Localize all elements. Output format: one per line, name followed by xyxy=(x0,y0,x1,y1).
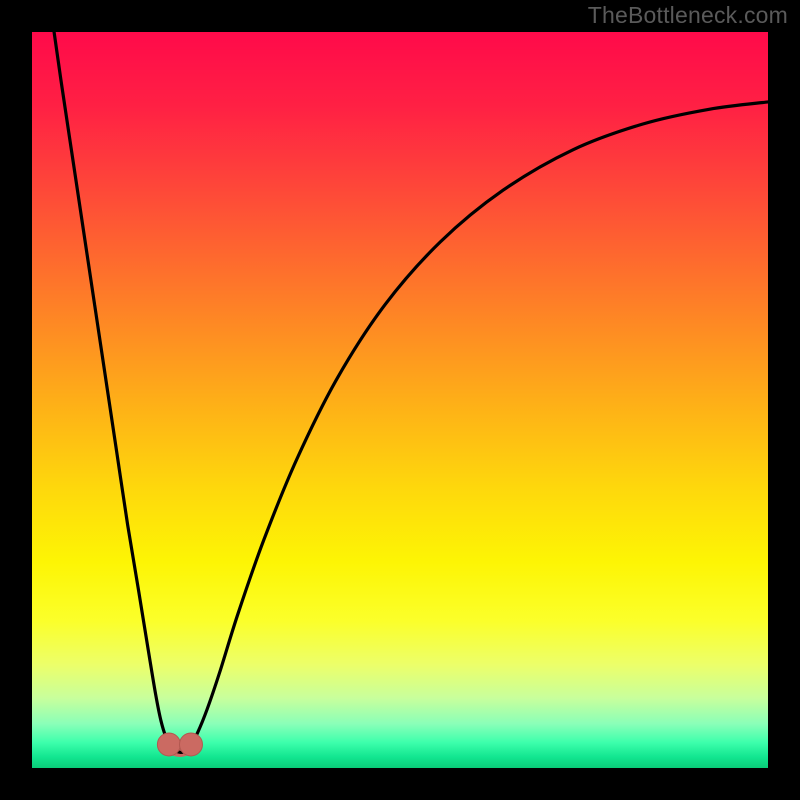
plot-background xyxy=(32,32,768,768)
chart-container: TheBottleneck.com xyxy=(0,0,800,800)
marker-dot xyxy=(157,733,180,756)
watermark-text: TheBottleneck.com xyxy=(588,2,788,29)
bottleneck-chart xyxy=(32,32,768,768)
marker-dot xyxy=(179,733,202,756)
